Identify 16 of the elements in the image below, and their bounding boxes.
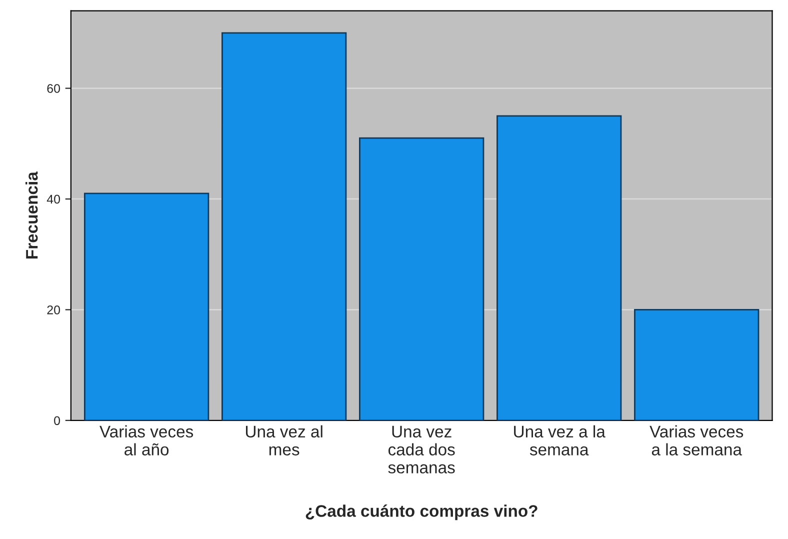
y-tick-label: 20 xyxy=(47,306,60,314)
x-tick-label: Una vez cada dos semanas xyxy=(388,426,455,474)
x-axis-title: ¿Cada cuánto compras vino? xyxy=(306,504,538,520)
bar xyxy=(359,137,484,420)
y-tick-label: 40 xyxy=(46,194,60,204)
x-tick-label: Una vez al mes xyxy=(246,425,322,456)
bar xyxy=(84,192,210,420)
y-tick-label: 0 xyxy=(54,416,60,426)
bar xyxy=(496,115,622,420)
bar xyxy=(221,32,347,420)
y-axis-title: Frecuencia xyxy=(26,171,38,258)
bar xyxy=(634,309,760,420)
x-tick-label: Varias veces a la semana xyxy=(650,425,744,456)
x-tick-label: Una vez a la semana xyxy=(514,425,606,456)
y-tick-label: 60 xyxy=(47,84,60,93)
x-tick-label: Varias veces al año xyxy=(100,425,194,456)
